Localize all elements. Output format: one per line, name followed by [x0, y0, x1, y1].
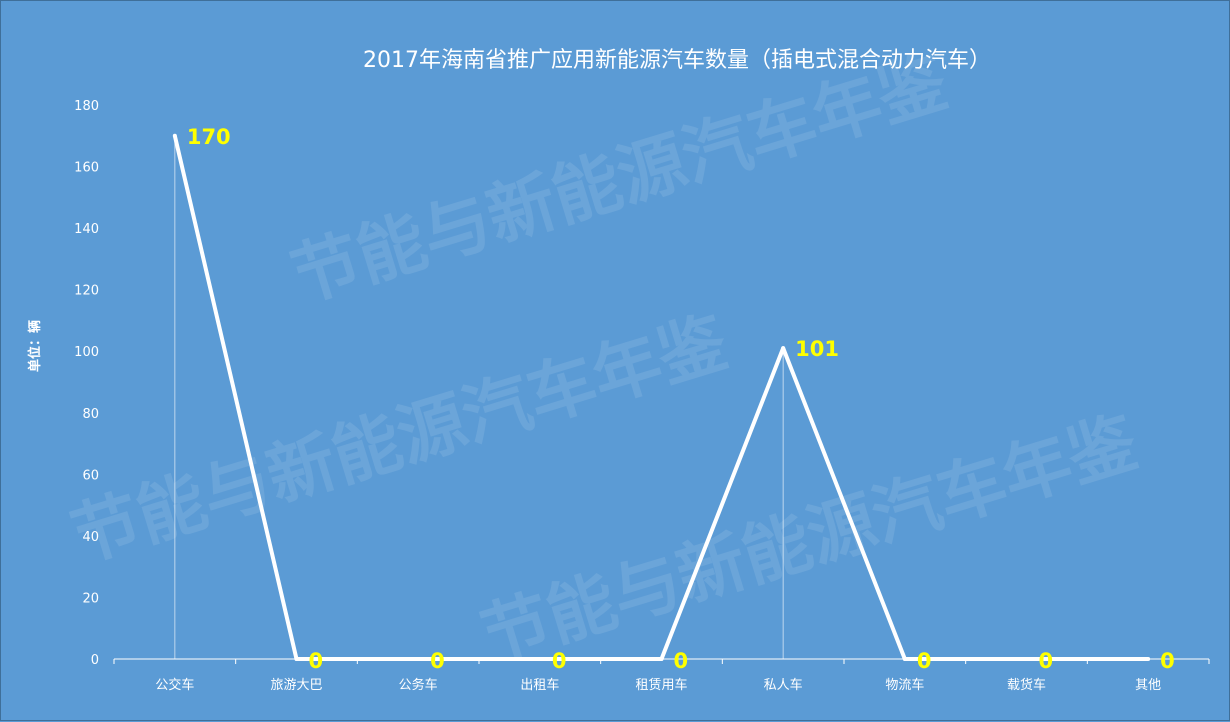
data-label: 0 — [1039, 649, 1054, 673]
data-point — [537, 657, 542, 661]
data-point — [659, 657, 664, 661]
data-point — [416, 657, 421, 661]
data-point — [172, 133, 177, 138]
x-tick-label: 私人车 — [764, 677, 803, 693]
y-tick-label: 0 — [91, 653, 99, 668]
y-tick-label: 160 — [74, 161, 99, 176]
y-tick-label: 80 — [82, 407, 99, 422]
data-label: 0 — [917, 649, 932, 673]
data-label: 0 — [674, 649, 689, 673]
watermark-text: 节能与新能源汽车年鉴 — [63, 303, 737, 578]
data-point — [1024, 657, 1029, 661]
data-label: 0 — [552, 649, 567, 673]
y-tick-label: 100 — [74, 345, 99, 360]
data-label: 0 — [430, 649, 445, 673]
data-label: 170 — [187, 125, 231, 149]
y-axis-label: 单位：辆 — [27, 320, 43, 372]
x-tick-label: 租赁用车 — [635, 677, 687, 693]
data-label: 101 — [795, 337, 839, 361]
y-tick-label: 120 — [74, 284, 99, 299]
y-tick-label: 40 — [82, 530, 99, 545]
data-label: 0 — [1160, 649, 1175, 673]
x-tick-label: 公务车 — [399, 677, 438, 693]
x-tick-label: 出租车 — [520, 677, 559, 693]
y-tick-label: 20 — [82, 591, 99, 606]
watermark-text: 节能与新能源汽车年鉴 — [473, 403, 1147, 678]
chart-title: 2017年海南省推广应用新能源汽车数量（插电式混合动力汽车） — [363, 48, 991, 73]
data-point — [902, 657, 907, 661]
data-label: 0 — [309, 649, 324, 673]
y-tick-label: 60 — [82, 468, 99, 483]
data-point — [781, 346, 786, 351]
y-tick-label: 140 — [74, 222, 99, 237]
x-tick-label: 载货车 — [1007, 677, 1046, 693]
x-tick-label: 其他 — [1135, 678, 1161, 693]
watermark-text: 节能与新能源汽车年鉴 — [283, 43, 957, 318]
y-tick-label: 180 — [74, 99, 99, 114]
data-point — [1146, 657, 1151, 661]
x-tick-label: 旅游大巴 — [270, 678, 322, 693]
x-tick-label: 物流车 — [885, 677, 924, 693]
x-tick-label: 公交车 — [155, 677, 194, 693]
data-point — [294, 657, 299, 661]
